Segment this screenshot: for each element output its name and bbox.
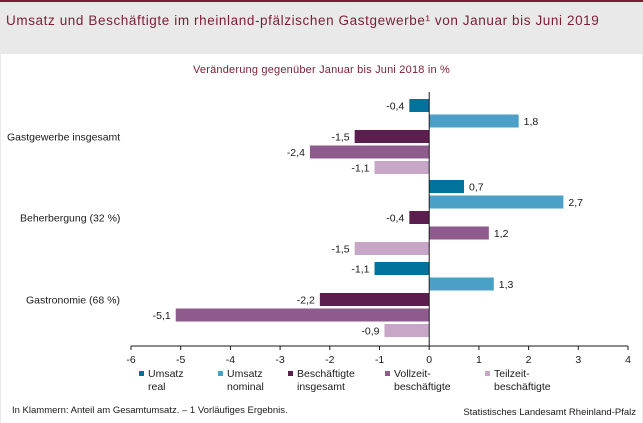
x-tick-label: 0 — [426, 354, 432, 366]
chart-title: Umsatz und Beschäftigte im rheinland-pfä… — [6, 13, 600, 28]
x-tick-label: -4 — [226, 354, 235, 366]
bar-2-3 — [175, 308, 430, 322]
x-tick-label: -2 — [325, 354, 334, 366]
value-label: -2,4 — [287, 147, 305, 159]
chart-panel: Veränderung gegenüber Januar bis Juni 20… — [1, 54, 642, 423]
value-label: -0,4 — [386, 101, 404, 113]
value-label: 2,7 — [568, 197, 583, 209]
legend-label: Vollzeit- beschäftigte — [394, 368, 451, 393]
legend-label: Umsatz nominal — [227, 368, 264, 393]
bar-2-0 — [374, 262, 430, 275]
legend-label: Umsatz real — [148, 368, 184, 393]
chart-subtitle: Veränderung gegenüber Januar bis Juni 20… — [192, 64, 451, 76]
bar-2-2 — [319, 293, 430, 306]
x-tick-label: -5 — [176, 354, 185, 366]
x-tick-label: -1 — [375, 354, 384, 366]
category-label: Gastgewerbe insgesamt — [7, 132, 120, 144]
value-label: -5,1 — [153, 310, 171, 322]
value-label: 0,7 — [469, 182, 484, 194]
value-label: 1,3 — [499, 279, 514, 291]
legend-swatch — [288, 371, 293, 376]
x-tick-label: -3 — [275, 354, 284, 366]
bar-1-3 — [429, 226, 489, 240]
value-label: 1,2 — [494, 228, 509, 240]
x-tick-label: 1 — [476, 354, 482, 366]
x-tick-label: 2 — [526, 354, 532, 366]
legend-swatch — [485, 371, 490, 376]
source-credit: Statistisches Landesamt Rheinland-Pfalz — [463, 407, 636, 418]
bar-0-0 — [409, 99, 430, 112]
value-label: -0,4 — [386, 213, 404, 225]
x-tick-label: 4 — [625, 354, 631, 366]
value-label: -1,5 — [332, 132, 350, 144]
value-label: -1,5 — [332, 244, 350, 256]
top-accent-line — [0, 0, 643, 2]
bar-chart: -0,4 1,8 -1,5 -2,4 -1,1 Gastgewerbe insgesamt… — [7, 92, 631, 366]
bar-0-3 — [309, 145, 430, 159]
legend-swatch — [385, 371, 390, 376]
category-label: Gastronomie (68 %) — [26, 295, 120, 307]
value-label: -0,9 — [361, 326, 379, 338]
footnote: In Klammern: Anteil am Gesamtumsatz. – 1… — [12, 405, 288, 416]
x-tick-label: -6 — [126, 354, 135, 366]
bar-2-1 — [429, 277, 494, 291]
category-label: Beherbergung (32 %) — [20, 213, 120, 225]
bar-1-1 — [429, 195, 564, 209]
value-label: -2,2 — [297, 295, 315, 307]
value-label: -1,1 — [351, 264, 369, 276]
bar-2-4 — [384, 324, 430, 337]
bar-1-4 — [354, 242, 430, 255]
bar-0-1 — [429, 114, 519, 128]
bar-1-2 — [409, 211, 430, 224]
legend-label: Beschäftigte insgesamt — [297, 368, 355, 393]
chart-legend: Umsatz real Umsatz nominal Beschäftigte in… — [1, 368, 642, 404]
legend-swatch — [139, 371, 144, 376]
value-label: 1,8 — [524, 116, 539, 128]
bar-0-4 — [374, 161, 430, 174]
x-tick-label: 3 — [575, 354, 581, 366]
legend-swatch — [218, 371, 223, 376]
value-label: -1,1 — [351, 163, 369, 175]
legend-label: Teilzeit- beschäftigte — [494, 368, 551, 393]
bar-1-0 — [429, 180, 464, 193]
bar-0-2 — [354, 130, 430, 143]
